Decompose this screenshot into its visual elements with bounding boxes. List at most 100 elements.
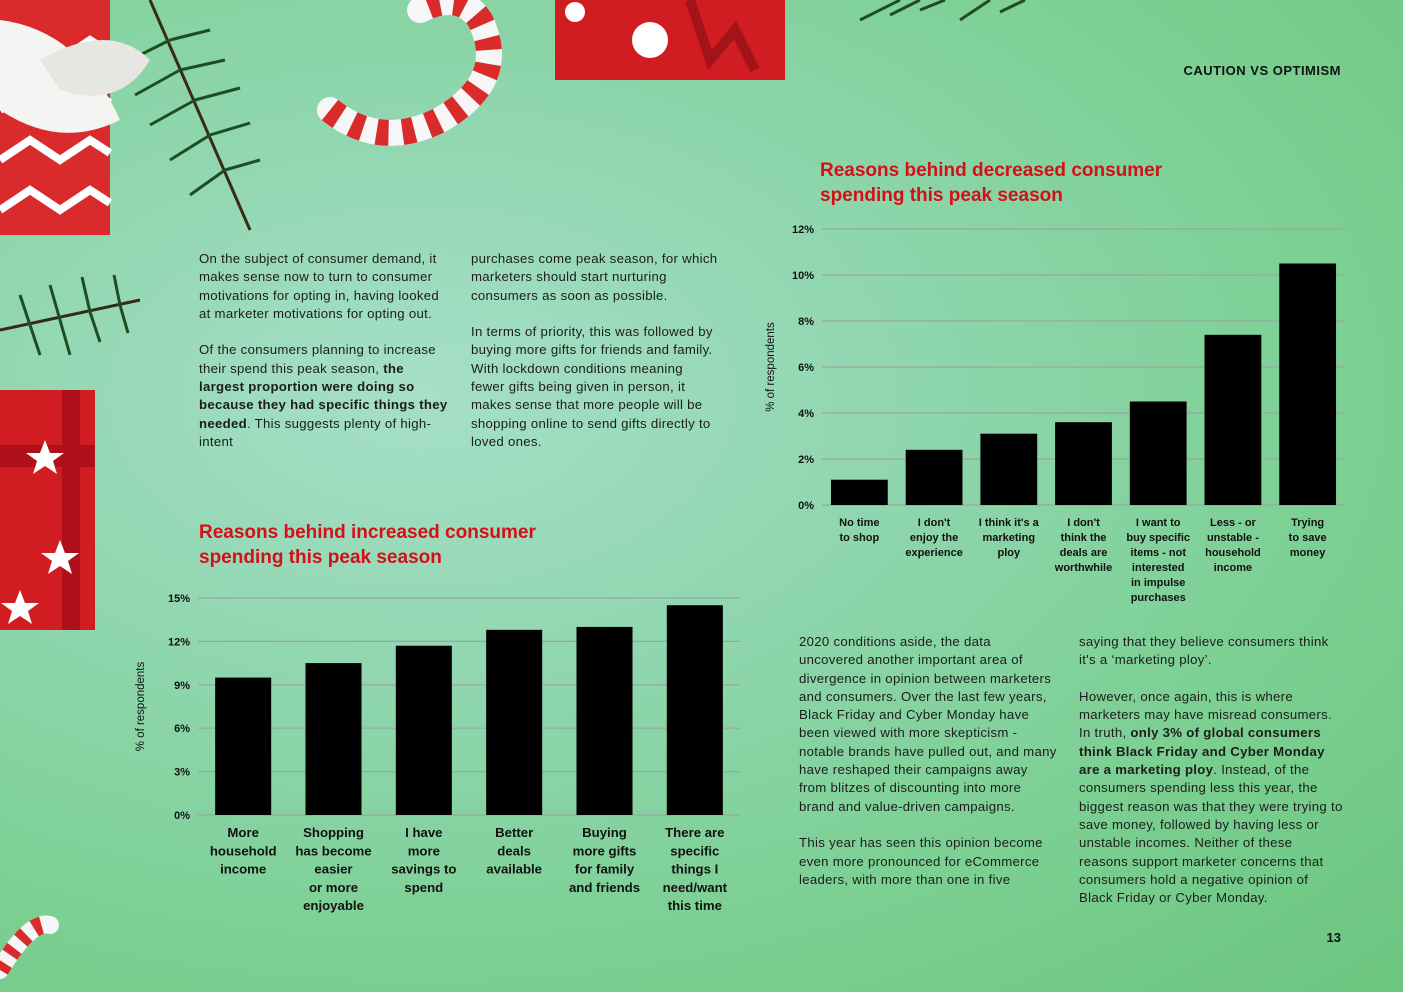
y-tick-label: 9% (174, 680, 190, 692)
x-category-label-line: specific (670, 843, 719, 858)
x-category-label-line: and friends (569, 880, 640, 895)
x-category-label-line: income (220, 862, 266, 877)
bar (666, 605, 723, 815)
y-tick-label: 12% (792, 224, 814, 236)
body-paragraph: saying that they believe consumers think… (1079, 634, 1329, 668)
x-category-label-line: ploy (997, 547, 1020, 559)
x-category-label-line: deals are (1060, 547, 1108, 559)
x-category-label-line: in impulse (1131, 577, 1185, 589)
body-paragraph: 2020 conditions aside, the data uncovere… (799, 634, 1057, 814)
x-category-label-line: household (1205, 547, 1261, 559)
x-category-label-line: Better (495, 825, 533, 840)
x-category-label-line: Shopping (303, 825, 364, 840)
x-category-label-line: Less - or (1210, 517, 1257, 529)
bar (215, 677, 272, 815)
x-category-label-line: More (227, 825, 259, 840)
bar (830, 479, 888, 505)
x-category-label: Trying to save money (1289, 517, 1327, 559)
x-category-label: Shopping has become easier or more enjoyable (295, 825, 371, 913)
bar (980, 433, 1038, 505)
x-category-label-line: things I (671, 862, 718, 877)
body-paragraph: However, once again, this is where marke… (1079, 688, 1343, 906)
bar (1204, 334, 1262, 505)
x-category-label-line: available (486, 862, 542, 877)
x-category-label-line: household (210, 843, 277, 858)
x-category-label-line: items - not (1130, 547, 1186, 559)
x-category-label: Buying more gifts for family and friends (569, 825, 640, 895)
chart-increased: 0% 3% 6% 9% 12% 15% % of respondents More househ… (135, 593, 740, 913)
body-left-column: 2020 conditions aside, the data uncovere… (799, 633, 1057, 907)
x-category-label-line: buy specific (1126, 532, 1190, 544)
intro-paragraph: In terms of priority, this was followed … (471, 324, 713, 449)
x-category-label: I have more savings to spend (391, 825, 456, 895)
x-category-label: I think it's a marketing ploy (979, 517, 1040, 559)
intro-paragraph: purchases come peak season, for which ma… (471, 251, 718, 303)
x-category-label-line: for family (575, 862, 635, 877)
x-category-label-line: money (1290, 547, 1326, 559)
x-category-label-line: more gifts (573, 843, 637, 858)
y-tick-label: 0% (798, 500, 814, 512)
bar (395, 645, 452, 815)
x-category-label-line: deals (497, 843, 531, 858)
x-category-label: I don't think the deals are worthwhile (1054, 517, 1112, 574)
chart-decreased: 0% 2% 4% 6% 8% 10% 12% % of respondents No time t… (765, 224, 1345, 604)
bar (1055, 422, 1112, 505)
x-category-label: I don't enjoy the experience (905, 517, 962, 559)
body-right-column: saying that they believe consumers think… (1079, 633, 1343, 926)
x-category-label-line: marketing (982, 532, 1035, 544)
y-tick-label: 8% (798, 316, 814, 328)
x-category-label-line: has become (295, 843, 371, 858)
y-tick-label: 3% (174, 767, 190, 779)
x-category-label-line: this time (668, 898, 722, 913)
christmas-gift-box-icon (0, 0, 150, 235)
x-category-label-line: Buying (582, 825, 627, 840)
bar (1279, 263, 1337, 505)
chart-title-increased: Reasons behind increased consumer spendi… (199, 522, 536, 568)
x-category-label-line: more (408, 843, 440, 858)
y-tick-label: 15% (168, 593, 190, 605)
x-category-label-line: to save (1289, 532, 1327, 544)
y-tick-label: 6% (798, 362, 814, 374)
x-category-label-line: interested (1132, 562, 1185, 574)
intro-left-column: On the subject of consumer demand, it ma… (199, 250, 449, 470)
x-category-label-line: or more (309, 880, 358, 895)
y-axis-label: % of respondents (765, 322, 777, 412)
pine-branch-icon (0, 0, 1026, 356)
x-category-label-line: income (1214, 562, 1253, 574)
bar (1129, 401, 1187, 505)
intro-paragraph: Of the consumers planning to increase th… (199, 342, 448, 449)
x-category-label: More household income (210, 825, 277, 877)
x-category-label-line: No time (839, 517, 879, 529)
x-category-label: Less - or unstable - household income (1205, 517, 1261, 574)
red-polka-gift-icon (555, 0, 785, 80)
small-candy-cane-icon (0, 915, 59, 979)
y-tick-label: 0% (174, 810, 190, 822)
x-category-label-line: I don't (918, 517, 951, 529)
x-category-label: I want to buy specific items - not interest… (1126, 517, 1190, 604)
x-category-label-line: I want to (1136, 517, 1181, 529)
y-tick-label: 12% (168, 636, 190, 648)
x-category-label-line: think the (1061, 532, 1107, 544)
x-category-label-line: Trying (1291, 517, 1324, 529)
x-category-label-line: unstable - (1207, 532, 1259, 544)
x-category-label-line: worthwhile (1054, 562, 1112, 574)
y-tick-label: 4% (798, 408, 814, 420)
intro-paragraph: On the subject of consumer demand, it ma… (199, 251, 439, 321)
intro-right-column: purchases come peak season, for which ma… (471, 250, 719, 470)
bar (305, 663, 362, 815)
section-title: CAUTION VS OPTIMISM (1183, 63, 1341, 78)
y-tick-label: 6% (174, 723, 190, 735)
x-category-label-line: I don't (1067, 517, 1100, 529)
candy-cane-icon (317, 0, 502, 146)
y-tick-label: 10% (792, 270, 814, 282)
x-category-label-line: purchases (1131, 592, 1186, 604)
x-category-label: There are specific things I need/want this t… (663, 825, 728, 913)
y-axis-label: % of respondents (135, 662, 147, 752)
bar (576, 626, 633, 815)
bar (486, 629, 543, 815)
x-category-label-line: experience (905, 547, 962, 559)
x-category-label-line: need/want (663, 880, 728, 895)
x-category-label-line: enjoyable (303, 898, 364, 913)
x-category-label-line: I think it's a (979, 517, 1040, 529)
x-category-label-line: easier (314, 862, 352, 877)
